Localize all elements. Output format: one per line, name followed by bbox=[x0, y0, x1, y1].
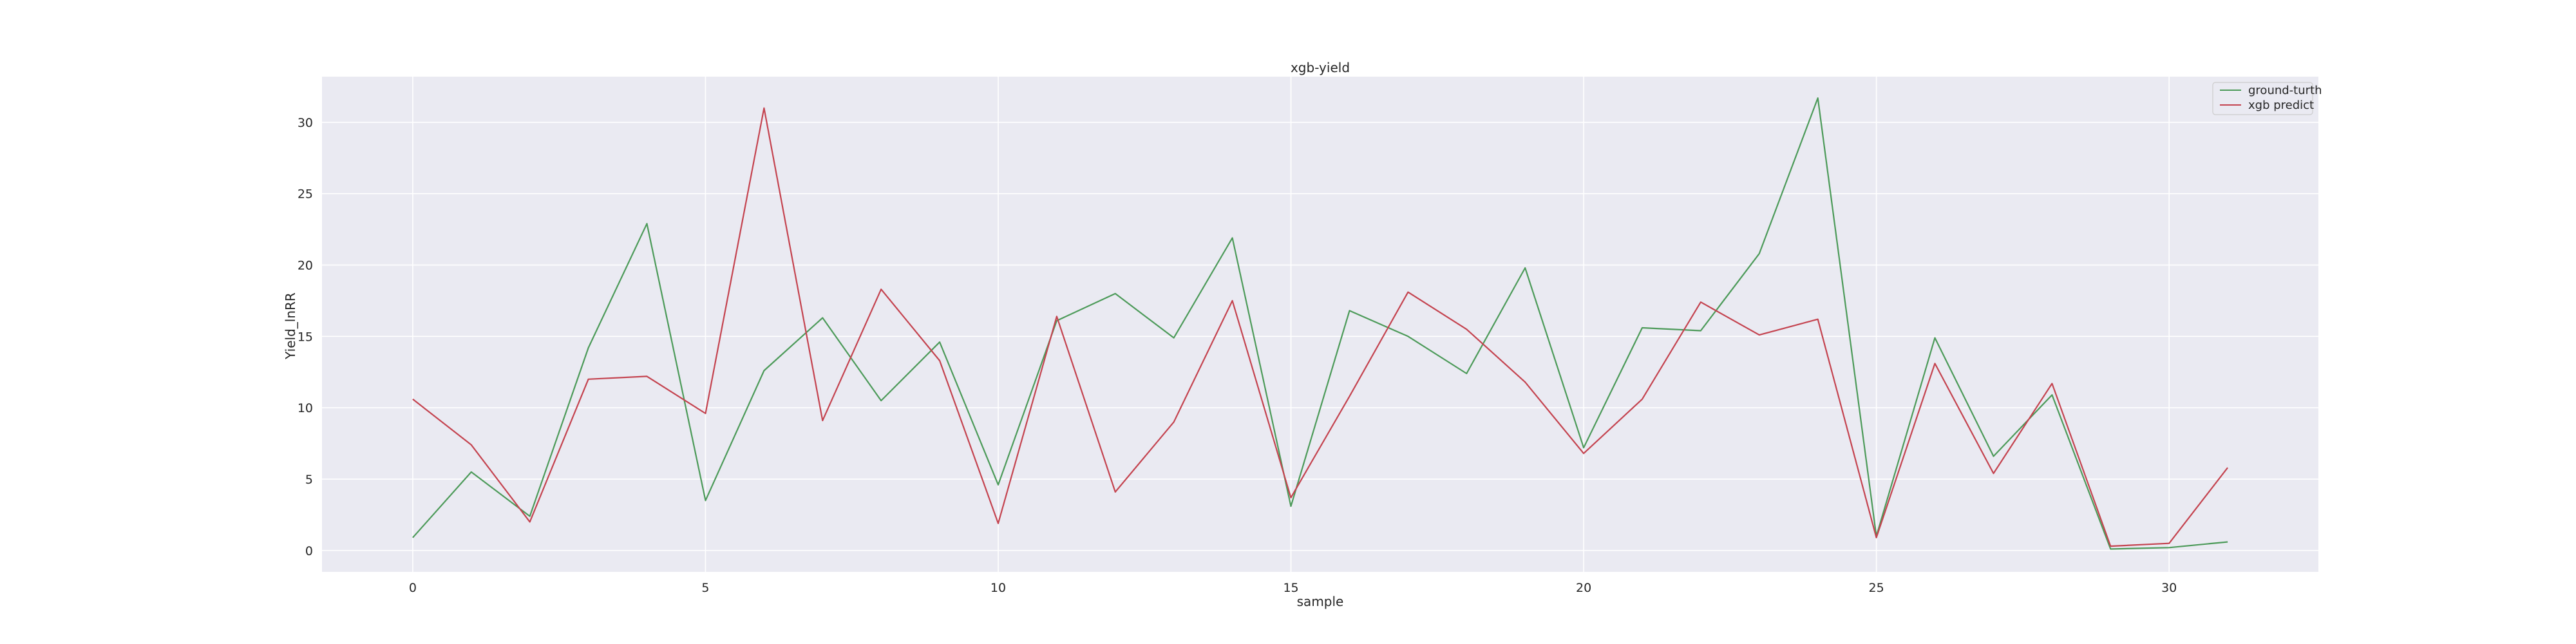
y-tick-label: 30 bbox=[298, 116, 313, 130]
x-tick-label: 20 bbox=[1576, 581, 1591, 595]
legend: ground-turth xgb predict bbox=[2212, 82, 2322, 115]
x-tick-label: 15 bbox=[1283, 581, 1298, 595]
y-tick-label: 20 bbox=[298, 259, 313, 273]
y-tick-label: 15 bbox=[298, 330, 313, 344]
plot-background bbox=[322, 77, 2318, 572]
x-tick-label: 10 bbox=[990, 581, 1006, 595]
x-tick-label: 0 bbox=[409, 581, 417, 595]
y-axis-label: Yield_lnRR bbox=[283, 292, 298, 360]
y-tick-labels: 0 5 10 15 20 25 30 bbox=[298, 116, 313, 558]
y-tick-label: 10 bbox=[298, 401, 313, 415]
y-tick-label: 0 bbox=[305, 544, 313, 558]
x-tick-label: 25 bbox=[1869, 581, 1884, 595]
x-tick-label: 30 bbox=[2161, 581, 2177, 595]
series-lines bbox=[412, 97, 2228, 550]
x-gridlines bbox=[412, 77, 2170, 572]
series-line-xgb-predict bbox=[412, 107, 2228, 547]
x-tick-labels: 0 5 10 15 20 25 30 bbox=[409, 581, 2177, 595]
legend-label-ground-turth: ground-turth bbox=[2248, 84, 2322, 97]
chart-title: xgb-yield bbox=[1291, 60, 1350, 75]
y-gridlines bbox=[322, 122, 2318, 551]
y-tick-label: 5 bbox=[305, 473, 313, 487]
x-tick-label: 5 bbox=[701, 581, 709, 595]
x-axis-label: sample bbox=[1297, 594, 1344, 609]
y-tick-label: 25 bbox=[298, 187, 313, 202]
series-line-ground-turth bbox=[412, 97, 2228, 550]
legend-label-xgb-predict: xgb predict bbox=[2248, 99, 2314, 112]
